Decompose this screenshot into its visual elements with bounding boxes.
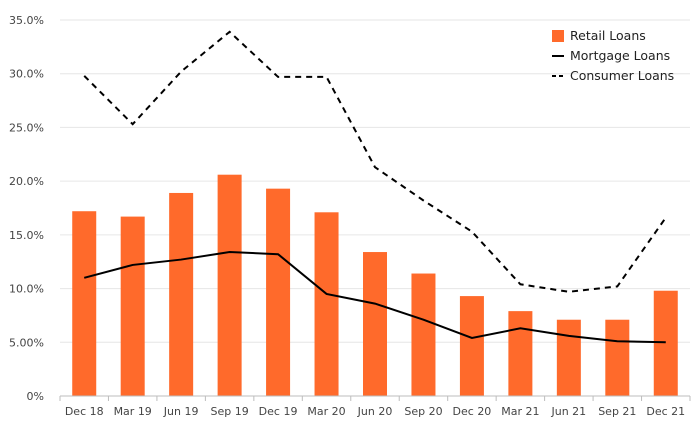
- bar-retail-loans: [169, 192, 194, 396]
- y-tick-label: 25.0%: [9, 121, 44, 134]
- x-tick-label: Dec 20: [453, 405, 492, 418]
- x-tick-label: Dec 18: [65, 405, 104, 418]
- bar-retail-loans: [314, 212, 339, 396]
- y-tick-label: 5.00%: [9, 336, 44, 349]
- bar-retail-loans: [363, 252, 387, 396]
- line-consumer-loans: [83, 30, 667, 293]
- y-tick-label: 15.0%: [9, 229, 44, 242]
- x-tick-label: Jun 19: [163, 405, 199, 418]
- y-tick-label: 10.0%: [9, 283, 44, 296]
- x-tick-label: Sep 21: [598, 405, 636, 418]
- y-tick-label: 30.0%: [9, 68, 44, 81]
- x-tick-label: Jun 21: [551, 405, 587, 418]
- retail-loans-bars: [72, 174, 678, 396]
- x-tick-label: Mar 19: [114, 405, 152, 418]
- bar-retail-loans: [605, 319, 630, 396]
- y-axis: 0% 5.00% 10.0% 15.0% 20.0% 25.0% 30.0% 35.0%: [9, 14, 44, 403]
- bar-retail-loans: [411, 273, 436, 396]
- x-tick-label: Sep 19: [210, 405, 248, 418]
- x-tick-label: Jun 20: [357, 405, 393, 418]
- bar-retail-loans: [120, 216, 145, 396]
- legend-swatch-retail-loans: [552, 30, 564, 42]
- legend: Retail Loans Mortgage Loans Consumer Loans: [552, 28, 674, 83]
- y-tick-label: 0%: [27, 390, 44, 403]
- bar-retail-loans: [459, 296, 484, 396]
- line-mortgage-loans: [83, 251, 666, 344]
- bar-retail-loans: [72, 211, 97, 396]
- line-series: [83, 30, 667, 344]
- bar-retail-loans: [653, 290, 678, 396]
- y-tick-label: 20.0%: [9, 175, 44, 188]
- bar-retail-loans: [217, 174, 242, 396]
- x-tick-label: Dec 19: [259, 405, 298, 418]
- gridlines: [60, 19, 690, 343]
- x-tick-label: Dec 21: [646, 405, 685, 418]
- y-tick-label: 35.0%: [9, 14, 44, 27]
- x-axis: Dec 18 Mar 19 Jun 19 Sep 19 Dec 19 Mar 20 Jun …: [59, 395, 691, 418]
- legend-label-retail-loans: Retail Loans: [570, 28, 646, 43]
- legend-label-consumer-loans: Consumer Loans: [570, 68, 674, 83]
- bar-retail-loans: [508, 311, 533, 396]
- legend-label-mortgage-loans: Mortgage Loans: [570, 48, 670, 63]
- x-tick-label: Mar 20: [307, 405, 345, 418]
- bar-retail-loans: [266, 188, 291, 396]
- x-tick-label: Mar 21: [501, 405, 539, 418]
- x-tick-label: Sep 20: [404, 405, 442, 418]
- bar-retail-loans: [556, 319, 581, 396]
